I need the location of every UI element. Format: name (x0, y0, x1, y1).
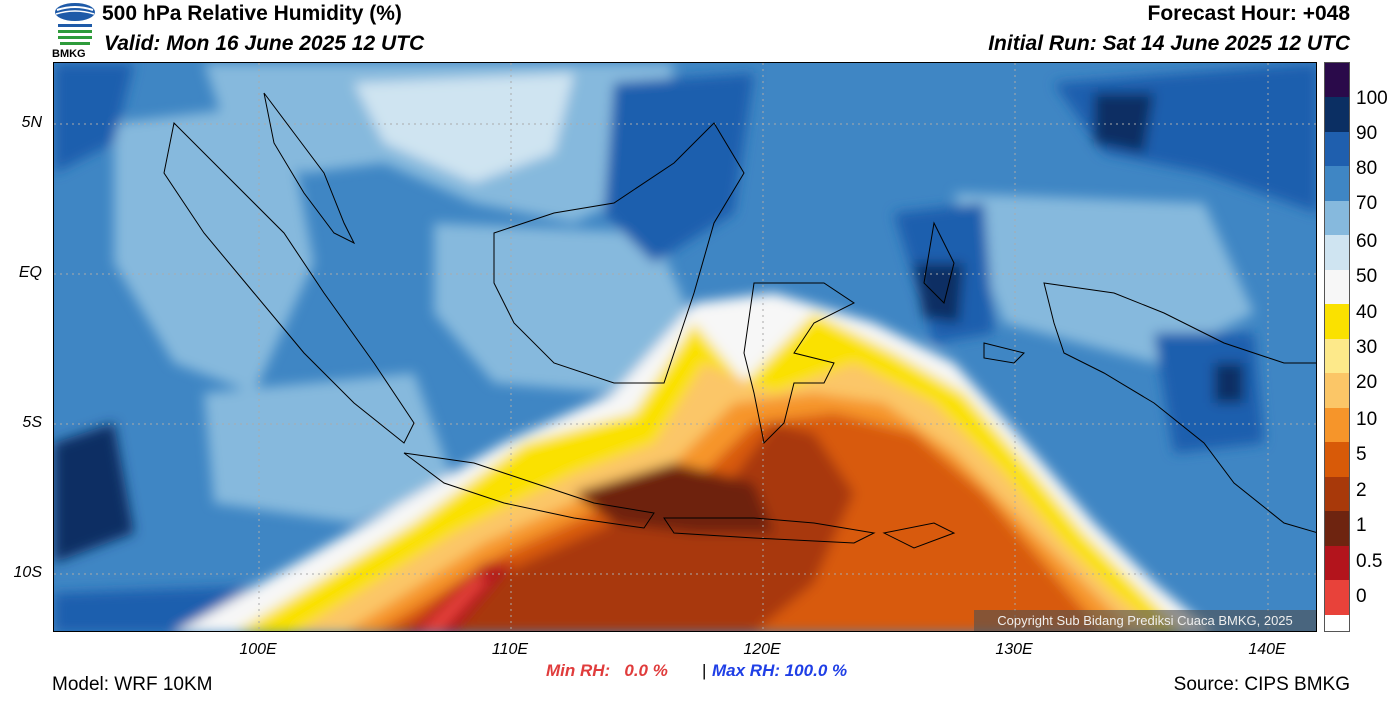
colorbar-swatch (1325, 580, 1349, 615)
colorbar-swatch (1325, 545, 1349, 580)
coastlines (163, 92, 1316, 549)
chart-title: 500 hPa Relative Humidity (%) (102, 2, 402, 25)
colorbar-label: 2 (1356, 480, 1367, 501)
colorbar-swatch (1325, 373, 1349, 408)
lon-label-140e: 140E (1248, 641, 1286, 658)
colorbar-label: 0 (1356, 586, 1367, 607)
colorbar-label: 60 (1356, 231, 1378, 252)
colorbar-swatch (1325, 200, 1349, 235)
initial-run: Initial Run: Sat 14 June 2025 12 UTC (988, 32, 1350, 55)
colorbar-swatch (1325, 131, 1349, 166)
colorbar-swatch (1325, 476, 1349, 511)
valid-time: Valid: Mon 16 June 2025 12 UTC (104, 32, 425, 55)
colorbar-swatch (1325, 304, 1349, 339)
colorbar-swatch (1325, 166, 1349, 201)
colorbar-label: 90 (1356, 123, 1378, 144)
lon-label-110e: 110E (491, 641, 529, 658)
colorbar-swatch (1325, 511, 1349, 546)
humidity-field (54, 63, 1316, 631)
lon-label-120e: 120E (743, 641, 781, 658)
lat-label-5n: 5N (21, 114, 42, 131)
colorbar-swatch (1325, 407, 1349, 442)
colorbar-label: 20 (1356, 372, 1378, 393)
colorbar-label: 0.5 (1356, 551, 1383, 572)
colorbar-label: 30 (1356, 337, 1378, 358)
copyright-notice: Copyright Sub Bidang Prediksi Cuaca BMKG… (974, 610, 1316, 631)
lat-label-eq: EQ (18, 264, 42, 281)
colorbar-label: 40 (1356, 302, 1378, 323)
colorbar (1324, 62, 1350, 632)
colorbar-swatch (1325, 338, 1349, 373)
model-name: Model: WRF 10KM (52, 674, 213, 695)
lon-label-130e: 130E (995, 641, 1033, 658)
colorbar-label: 70 (1356, 193, 1378, 214)
lat-label-5s: 5S (22, 414, 42, 431)
min-rh: Min RH: 0.0 % (546, 661, 668, 680)
data-source: Source: CIPS BMKG (1173, 674, 1350, 695)
colorbar-swatch (1325, 235, 1349, 270)
humidity-map: Copyright Sub Bidang Prediksi Cuaca BMKG… (53, 62, 1317, 632)
lon-label-100e: 100E (239, 641, 277, 658)
colorbar-label: 1 (1356, 515, 1367, 536)
max-rh: Max RH: 100.0 % (712, 661, 848, 680)
bmkg-logo (55, 3, 95, 45)
colorbar-label: 100 (1356, 88, 1388, 109)
stat-separator: | (702, 661, 707, 680)
colorbar-label: 5 (1356, 444, 1367, 465)
colorbar-label: 80 (1356, 158, 1378, 179)
colorbar-label: 50 (1356, 266, 1378, 287)
colorbar-swatch (1325, 442, 1349, 477)
forecast-hour: Forecast Hour: +048 (1147, 2, 1351, 25)
colorbar-swatch (1325, 269, 1349, 304)
colorbar-label: 10 (1356, 409, 1378, 430)
colorbar-swatch (1325, 97, 1349, 132)
colorbar-swatch (1325, 63, 1349, 97)
lat-label-10s: 10S (13, 564, 42, 581)
logo-label: BMKG (52, 48, 86, 60)
